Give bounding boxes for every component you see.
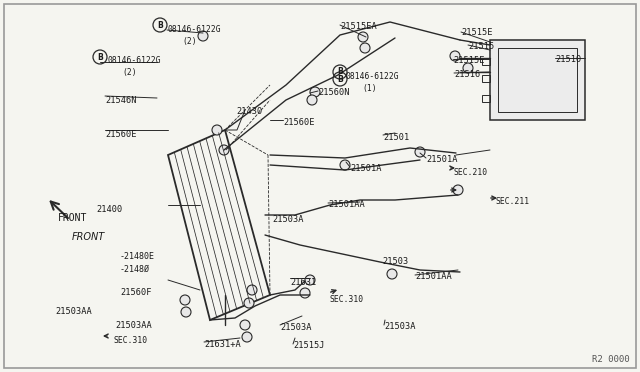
Circle shape <box>198 31 208 41</box>
Circle shape <box>463 63 473 73</box>
Text: 21503: 21503 <box>382 257 408 266</box>
Text: 21503A: 21503A <box>384 322 415 331</box>
Text: 21515E: 21515E <box>453 56 484 65</box>
Text: 21503A: 21503A <box>280 323 312 332</box>
Text: 21503AA: 21503AA <box>55 307 92 316</box>
Text: 21503AA: 21503AA <box>115 321 152 330</box>
Text: (2): (2) <box>122 68 136 77</box>
Text: 21516: 21516 <box>454 70 480 79</box>
Text: 21501A: 21501A <box>426 155 458 164</box>
Text: 21515J: 21515J <box>293 341 324 350</box>
Text: 21631: 21631 <box>290 278 316 287</box>
Text: SEC.211: SEC.211 <box>495 197 529 206</box>
Text: 21501: 21501 <box>383 133 409 142</box>
Text: 21631+A: 21631+A <box>204 340 241 349</box>
Text: -21480E: -21480E <box>120 252 155 261</box>
Circle shape <box>219 145 229 155</box>
Text: 21560E: 21560E <box>283 118 314 127</box>
Text: 08146-6122G: 08146-6122G <box>346 72 399 81</box>
Text: 21501AA: 21501AA <box>415 272 452 281</box>
Bar <box>482 58 490 65</box>
Text: 21515: 21515 <box>468 42 494 51</box>
Text: R2 0000: R2 0000 <box>593 355 630 364</box>
Circle shape <box>340 160 350 170</box>
Circle shape <box>180 295 190 305</box>
Text: 21430: 21430 <box>236 107 262 116</box>
Text: 21546N: 21546N <box>105 96 136 105</box>
Bar <box>482 75 490 82</box>
Text: (1): (1) <box>362 84 376 93</box>
Circle shape <box>244 298 254 308</box>
Text: -2148Ø: -2148Ø <box>120 265 150 274</box>
Text: SEC.310: SEC.310 <box>113 336 147 345</box>
Text: 08146-6122G: 08146-6122G <box>107 56 161 65</box>
Text: B: B <box>97 52 103 61</box>
Text: 21560F: 21560F <box>120 288 152 297</box>
Text: 21501AA: 21501AA <box>328 200 365 209</box>
Text: 21515E: 21515E <box>461 28 493 37</box>
Text: B: B <box>337 67 343 77</box>
Circle shape <box>247 285 257 295</box>
Circle shape <box>212 125 222 135</box>
Circle shape <box>305 275 315 285</box>
Text: B: B <box>157 20 163 29</box>
Text: 21515EA: 21515EA <box>340 22 377 31</box>
Circle shape <box>181 307 191 317</box>
Text: 21560N: 21560N <box>318 88 349 97</box>
Circle shape <box>307 95 317 105</box>
Text: SEC.210: SEC.210 <box>454 168 488 177</box>
Text: SEC.310: SEC.310 <box>330 295 364 304</box>
Text: 21510: 21510 <box>555 55 581 64</box>
Circle shape <box>415 147 425 157</box>
Circle shape <box>387 269 397 279</box>
Text: FRONT: FRONT <box>72 232 105 242</box>
Circle shape <box>358 32 368 42</box>
Text: 21503A: 21503A <box>272 215 303 224</box>
Circle shape <box>360 43 370 53</box>
Circle shape <box>300 288 310 298</box>
Text: 21400: 21400 <box>96 205 122 214</box>
Text: FRONT: FRONT <box>58 213 88 223</box>
Text: (2): (2) <box>182 37 196 46</box>
Text: 21560E: 21560E <box>105 130 136 139</box>
Text: 21501A: 21501A <box>350 164 381 173</box>
Text: 08146-6122G: 08146-6122G <box>167 25 221 34</box>
Circle shape <box>240 320 250 330</box>
Circle shape <box>310 87 320 97</box>
Bar <box>482 95 490 102</box>
Circle shape <box>453 185 463 195</box>
Circle shape <box>242 332 252 342</box>
Bar <box>498 48 577 112</box>
Bar <box>490 40 585 120</box>
Circle shape <box>450 51 460 61</box>
Text: B: B <box>337 74 343 83</box>
